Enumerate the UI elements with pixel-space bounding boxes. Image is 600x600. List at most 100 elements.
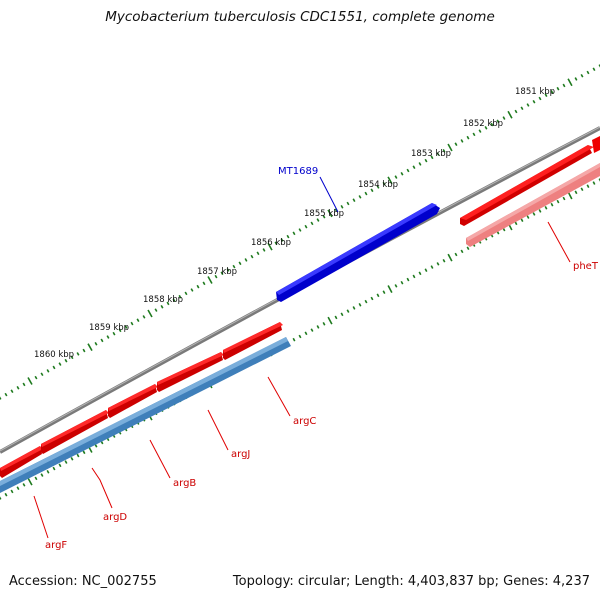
inner-tick xyxy=(567,191,573,200)
outer-tick xyxy=(267,242,273,251)
inner-tick xyxy=(538,209,542,213)
gene-label-argC[interactable]: argC xyxy=(293,416,316,427)
outer-tick xyxy=(160,304,164,309)
kbp-label: 1855 kbp xyxy=(304,209,344,219)
inner-tick xyxy=(40,473,44,477)
inner-tick xyxy=(82,450,86,455)
outer-tick xyxy=(76,352,80,356)
outer-tick xyxy=(154,308,158,312)
outer-tick xyxy=(478,129,482,133)
outer-tick xyxy=(574,77,578,81)
kbp-label: 1854 kbp xyxy=(358,180,398,190)
outer-tick xyxy=(316,218,320,222)
outer-tick xyxy=(520,106,524,111)
inner-tick xyxy=(562,196,566,201)
gene-band-arg[interactable] xyxy=(0,337,291,493)
cds-light-pheT[interactable] xyxy=(466,163,600,247)
cds-segment[interactable] xyxy=(41,410,109,454)
outer-tick xyxy=(406,168,410,173)
outer-tick xyxy=(112,331,116,336)
outer-tick xyxy=(64,358,68,363)
gene-label-pheT[interactable]: pheT xyxy=(573,261,599,272)
inner-tick xyxy=(334,315,338,320)
kbp-label: 1856 kbp xyxy=(251,238,291,248)
inner-tick xyxy=(544,206,548,210)
accession-text: Accession: NC_002755 xyxy=(9,574,157,589)
outer-tick xyxy=(238,261,242,266)
gene-label-argB[interactable]: argB xyxy=(173,478,196,489)
inner-tick xyxy=(376,293,380,298)
outer-tick xyxy=(52,365,56,370)
outer-tick xyxy=(172,298,176,302)
kbp-label: 1859 kbp xyxy=(89,323,129,333)
outer-tick xyxy=(550,90,554,94)
cds-block-pheT-region[interactable] xyxy=(460,136,600,226)
inner-tick xyxy=(592,181,596,185)
gene-leader-line xyxy=(33,495,49,539)
cds-segment[interactable] xyxy=(223,322,283,360)
kbp-label: 1857 kbp xyxy=(197,267,237,277)
inner-tick xyxy=(436,262,440,266)
outer-tick xyxy=(178,294,182,299)
outer-tick xyxy=(496,119,500,124)
inner-tick xyxy=(322,322,326,326)
inner-tick xyxy=(586,184,590,188)
inner-tick xyxy=(514,221,518,226)
gene-leader-line xyxy=(149,439,171,479)
inner-tick xyxy=(370,296,374,301)
gene-label-argJ[interactable]: argJ xyxy=(231,449,250,460)
inner-tick xyxy=(526,215,530,219)
outer-tick xyxy=(472,132,476,137)
outer-tick xyxy=(514,109,518,114)
gene-label-argF[interactable]: argF xyxy=(45,540,67,551)
gene-leader-line xyxy=(91,467,113,509)
outer-tick xyxy=(292,231,296,236)
outer-tick xyxy=(250,254,254,259)
MT1689-label[interactable]: MT1689 xyxy=(278,166,318,177)
outer-tick xyxy=(466,135,470,140)
inner-tick xyxy=(22,483,26,487)
outer-tick xyxy=(346,201,350,206)
inner-tick xyxy=(70,456,74,461)
outer-tick xyxy=(352,198,356,202)
outer-tick xyxy=(40,372,44,377)
outer-tick xyxy=(27,377,33,385)
outer-tick xyxy=(190,288,194,292)
outer-tick xyxy=(484,126,488,130)
inner-tick xyxy=(340,312,344,317)
MT1689-leader xyxy=(319,176,339,213)
outer-tick xyxy=(490,122,494,127)
inner-tick xyxy=(387,285,393,293)
gene-leader-line xyxy=(547,221,571,263)
outer-tick xyxy=(100,338,104,343)
outer-tick xyxy=(394,175,398,179)
feature-MT1689[interactable] xyxy=(276,203,440,302)
outer-tick xyxy=(538,96,542,101)
outer-tick xyxy=(562,83,566,88)
inner-tick xyxy=(46,470,50,474)
outer-tick xyxy=(220,271,224,276)
inner-tick xyxy=(442,258,446,263)
outer-tick xyxy=(46,369,50,373)
cds-segment[interactable] xyxy=(0,446,43,478)
outer-tick xyxy=(502,116,506,120)
outer-tick xyxy=(87,343,93,352)
outer-tick xyxy=(232,264,236,269)
outer-tick xyxy=(382,181,386,186)
cds-segment[interactable] xyxy=(108,384,158,418)
genome-stats-text: Topology: circular; Length: 4,403,837 bp… xyxy=(232,574,590,589)
outer-tick xyxy=(274,241,278,246)
outer-tick xyxy=(70,355,74,360)
outer-tick xyxy=(334,208,338,212)
outer-tick xyxy=(430,155,434,160)
outer-tick xyxy=(202,281,206,286)
gene-label-argD[interactable]: argD xyxy=(103,512,127,523)
inner-tick xyxy=(352,306,356,310)
outer-tick-track xyxy=(0,64,600,400)
inner-tick xyxy=(52,466,56,471)
cds-segment[interactable] xyxy=(157,352,224,392)
outer-tick xyxy=(598,64,600,68)
inner-tick-track xyxy=(0,178,600,500)
inner-tick xyxy=(460,249,464,254)
cds-chain-arg[interactable] xyxy=(0,322,283,478)
